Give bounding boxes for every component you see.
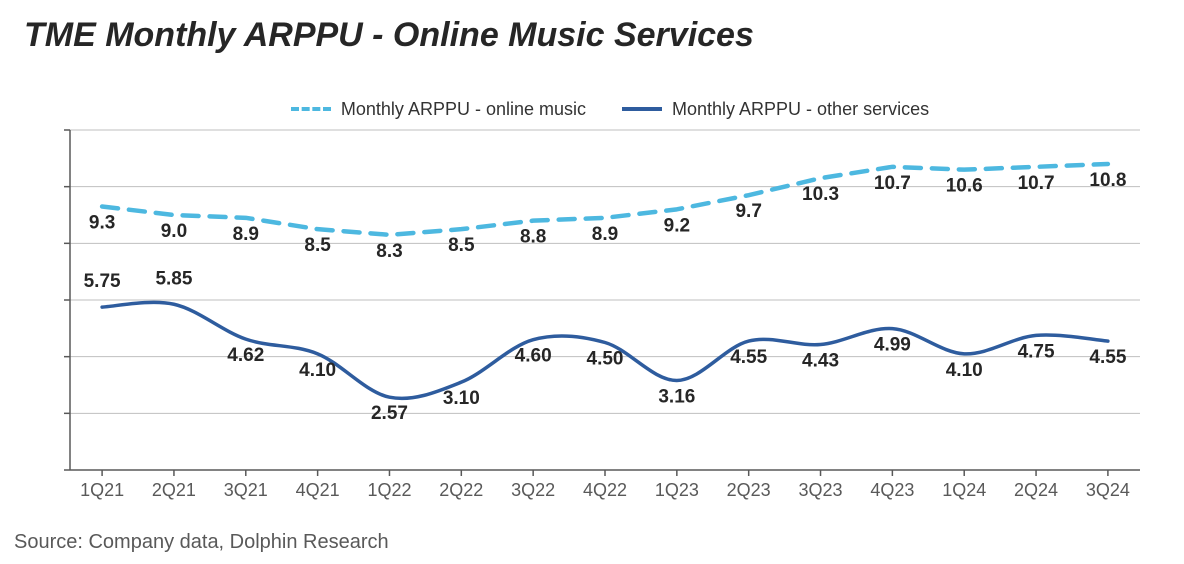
- data-label: 4.75: [1018, 341, 1055, 362]
- data-label: 4.10: [299, 360, 336, 381]
- data-label: 5.85: [155, 268, 192, 289]
- x-tick-label: 2Q22: [439, 480, 483, 500]
- chart-title: TME Monthly ARPPU - Online Music Service…: [24, 16, 754, 55]
- data-label: 5.75: [84, 271, 121, 292]
- x-tick-label: 2Q24: [1014, 480, 1058, 500]
- data-label: 8.9: [233, 224, 259, 245]
- data-label: 4.60: [515, 346, 552, 367]
- plot-area: Monthly ARPPU - online musicMonthly ARPP…: [60, 95, 1160, 505]
- x-tick-label: 3Q23: [799, 480, 843, 500]
- data-label: 10.7: [874, 173, 911, 194]
- data-label: 9.0: [161, 221, 187, 242]
- data-label: 8.3: [376, 241, 402, 262]
- x-tick-label: 3Q21: [224, 480, 268, 500]
- x-tick-label: 1Q23: [655, 480, 699, 500]
- chart-svg: 0.02.04.06.08.010.012.01Q212Q213Q214Q211…: [60, 95, 1160, 505]
- data-label: 8.9: [592, 224, 618, 245]
- source-caption: Source: Company data, Dolphin Research: [14, 531, 389, 554]
- data-label: 2.57: [371, 403, 408, 424]
- x-tick-label: 1Q24: [942, 480, 986, 500]
- data-label: 9.7: [735, 201, 761, 222]
- data-label: 3.10: [443, 388, 480, 409]
- data-label: 10.6: [946, 176, 983, 197]
- x-tick-label: 4Q22: [583, 480, 627, 500]
- data-label: 3.16: [658, 386, 695, 407]
- data-label: 10.3: [802, 184, 839, 205]
- data-label: 9.3: [89, 213, 115, 234]
- data-label: 8.5: [304, 235, 331, 256]
- data-label: 4.43: [802, 350, 839, 371]
- data-label: 4.55: [730, 347, 767, 368]
- x-tick-label: 2Q23: [727, 480, 771, 500]
- x-tick-label: 2Q21: [152, 480, 196, 500]
- data-label: 4.10: [946, 360, 983, 381]
- data-label: 4.55: [1089, 347, 1126, 368]
- data-label: 9.2: [664, 215, 690, 236]
- data-label: 10.7: [1018, 173, 1055, 194]
- x-tick-label: 4Q23: [870, 480, 914, 500]
- data-label: 4.62: [227, 345, 264, 366]
- data-label: 8.5: [448, 235, 475, 256]
- x-tick-label: 3Q22: [511, 480, 555, 500]
- data-label: 4.50: [587, 349, 624, 370]
- data-label: 8.8: [520, 227, 546, 248]
- x-tick-label: 1Q21: [80, 480, 124, 500]
- data-label: 4.99: [874, 335, 911, 356]
- chart-container: { "title": "TME Monthly ARPPU - Online M…: [0, 0, 1184, 564]
- x-tick-label: 4Q21: [296, 480, 340, 500]
- x-tick-label: 1Q22: [367, 480, 411, 500]
- data-label: 10.8: [1089, 170, 1126, 191]
- x-tick-label: 3Q24: [1086, 480, 1130, 500]
